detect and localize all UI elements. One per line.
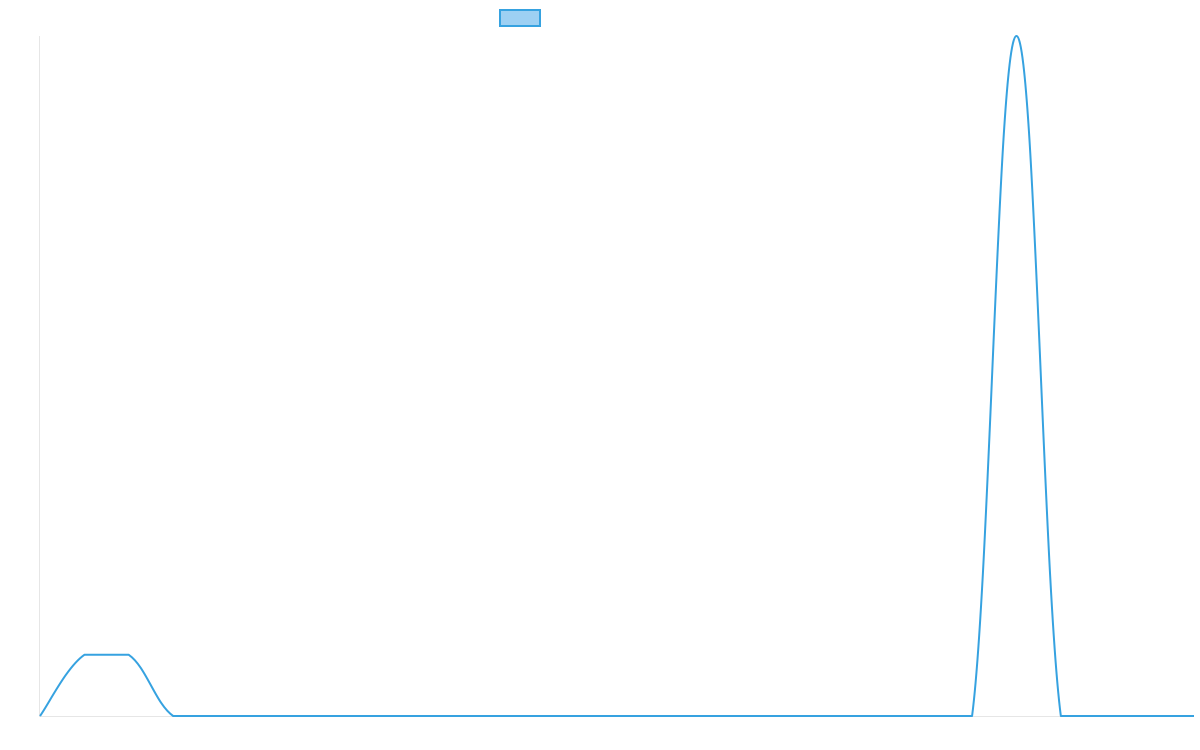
data-point-0-12[interactable] bbox=[570, 713, 576, 719]
data-point-0-2[interactable] bbox=[126, 652, 132, 658]
data-point-0-4[interactable] bbox=[215, 713, 221, 719]
data-point-0-15[interactable] bbox=[703, 713, 709, 719]
data-point-0-1[interactable] bbox=[81, 652, 87, 658]
data-point-0-21[interactable] bbox=[969, 713, 975, 719]
data-point-0-25[interactable] bbox=[1147, 713, 1153, 719]
legend[interactable] bbox=[499, 9, 541, 27]
series-line-0[interactable] bbox=[39, 35, 1194, 717]
data-point-0-3[interactable] bbox=[170, 713, 176, 719]
data-point-0-0[interactable] bbox=[37, 713, 43, 719]
data-point-0-20[interactable] bbox=[925, 713, 931, 719]
data-point-0-26[interactable] bbox=[1191, 713, 1197, 719]
data-point-0-16[interactable] bbox=[747, 713, 753, 719]
data-point-0-23[interactable] bbox=[1058, 713, 1064, 719]
data-point-0-11[interactable] bbox=[525, 713, 531, 719]
data-point-0-8[interactable] bbox=[392, 713, 398, 719]
data-point-0-5[interactable] bbox=[259, 713, 265, 719]
series-layer bbox=[37, 33, 1197, 719]
data-point-0-9[interactable] bbox=[436, 713, 442, 719]
data-point-0-24[interactable] bbox=[1102, 713, 1108, 719]
data-point-0-6[interactable] bbox=[303, 713, 309, 719]
data-point-0-7[interactable] bbox=[348, 713, 354, 719]
data-point-0-14[interactable] bbox=[658, 713, 664, 719]
legend-swatch[interactable] bbox=[499, 9, 541, 27]
data-point-0-22[interactable] bbox=[1013, 33, 1019, 39]
data-point-0-17[interactable] bbox=[792, 713, 798, 719]
data-point-0-13[interactable] bbox=[614, 713, 620, 719]
data-point-0-19[interactable] bbox=[880, 713, 886, 719]
data-point-0-10[interactable] bbox=[481, 713, 487, 719]
data-point-0-18[interactable] bbox=[836, 713, 842, 719]
